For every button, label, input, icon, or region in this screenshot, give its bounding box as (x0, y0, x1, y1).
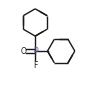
Text: F: F (33, 61, 37, 70)
Text: O: O (21, 47, 26, 56)
Text: P: P (33, 47, 38, 56)
